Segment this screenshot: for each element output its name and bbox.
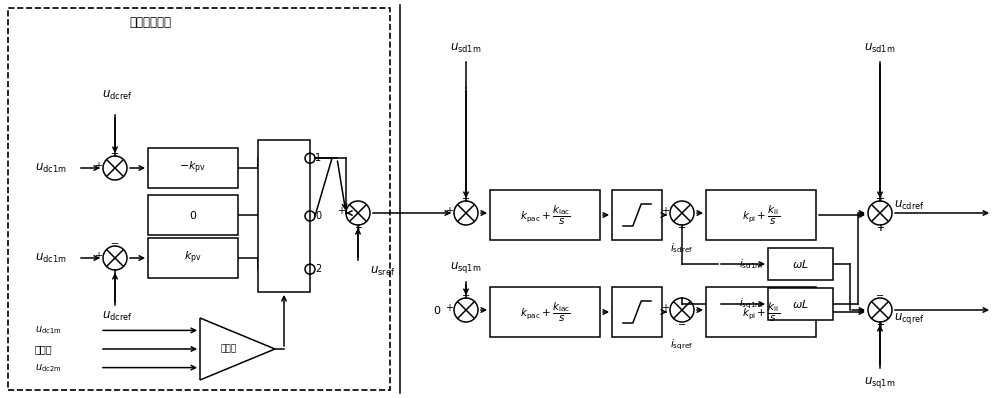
Text: +: + [445,303,453,313]
Text: 虚拟调制控制: 虚拟调制控制 [129,16,171,29]
FancyBboxPatch shape [612,190,662,240]
Text: 1: 1 [315,153,321,163]
FancyBboxPatch shape [490,287,600,337]
Text: $k_{\mathrm{pv}}$: $k_{\mathrm{pv}}$ [184,250,202,266]
Text: +: + [876,223,884,233]
FancyBboxPatch shape [258,140,310,292]
Text: +: + [337,206,345,216]
Text: $u_{\mathrm{sq1m}}$: $u_{\mathrm{sq1m}}$ [450,260,482,275]
FancyBboxPatch shape [148,238,238,278]
Text: −: − [876,291,884,301]
Text: −: − [678,223,686,233]
Text: 2: 2 [315,264,321,274]
FancyBboxPatch shape [490,190,600,240]
Text: $-k_{\mathrm{pv}}$: $-k_{\mathrm{pv}}$ [179,160,207,176]
Text: $u_{\mathrm{dc2m}}$: $u_{\mathrm{dc2m}}$ [35,362,62,373]
Text: +: + [876,320,884,330]
Text: $u_{\mathrm{dcref}}$: $u_{\mathrm{dcref}}$ [102,310,132,323]
FancyBboxPatch shape [706,287,816,337]
Text: $u_{\mathrm{sref}}$: $u_{\mathrm{sref}}$ [370,265,395,278]
Text: −: − [462,291,470,301]
Text: $u_{\mathrm{dcref}}$: $u_{\mathrm{dcref}}$ [102,89,132,102]
Text: −: − [876,194,884,204]
Text: $0$: $0$ [433,304,441,316]
Text: 上限值: 上限值 [35,344,53,354]
FancyBboxPatch shape [706,190,816,240]
FancyBboxPatch shape [612,287,662,337]
Text: $i_{\mathrm{sdref}}$: $i_{\mathrm{sdref}}$ [670,241,694,255]
Text: +: + [876,223,884,233]
Text: +: + [876,320,884,330]
Text: +: + [354,223,362,233]
Text: $u_{\mathrm{sd1m}}$: $u_{\mathrm{sd1m}}$ [450,42,482,55]
FancyBboxPatch shape [148,148,238,188]
Text: $u_{\mathrm{sd1m}}$: $u_{\mathrm{sd1m}}$ [864,42,896,55]
Text: $u_{\mathrm{dc1m}}$: $u_{\mathrm{dc1m}}$ [35,324,62,336]
Text: $k_{\mathrm{pi}}+\dfrac{k_{\mathrm{ii}}}{s}$: $k_{\mathrm{pi}}+\dfrac{k_{\mathrm{ii}}}… [742,203,780,226]
Text: $u_{\mathrm{dc1m}}$: $u_{\mathrm{dc1m}}$ [35,162,67,175]
FancyBboxPatch shape [768,288,833,320]
Text: $i_{\mathrm{sqref}}$: $i_{\mathrm{sqref}}$ [670,338,694,352]
FancyBboxPatch shape [148,195,238,235]
Text: $i_{\mathrm{sq1m}}$: $i_{\mathrm{sq1m}}$ [739,297,763,311]
Text: −: − [678,320,686,330]
Text: −: − [111,149,119,159]
Text: 比较器: 比较器 [220,345,237,353]
Text: $k_{\mathrm{pac}}+\dfrac{k_{\mathrm{iac}}}{s}$: $k_{\mathrm{pac}}+\dfrac{k_{\mathrm{iac}… [520,203,570,226]
Text: +: + [876,194,884,204]
Text: $0$: $0$ [189,209,197,221]
FancyBboxPatch shape [768,248,833,280]
Text: $k_{\mathrm{pi}}+\dfrac{k_{\mathrm{ii}}}{s}$: $k_{\mathrm{pi}}+\dfrac{k_{\mathrm{ii}}}… [742,300,780,324]
Text: $u_{\mathrm{cdref}}$: $u_{\mathrm{cdref}}$ [894,199,925,212]
Text: −: − [462,194,470,204]
Text: +: + [661,206,669,216]
Text: $u_{\mathrm{dc1m}}$: $u_{\mathrm{dc1m}}$ [35,252,67,265]
Text: +: + [94,161,102,171]
Text: −: − [111,239,119,249]
Text: $\omega L$: $\omega L$ [792,298,809,310]
Text: $k_{\mathrm{pac}}+\dfrac{k_{\mathrm{iac}}}{s}$: $k_{\mathrm{pac}}+\dfrac{k_{\mathrm{iac}… [520,300,570,324]
Text: $u_{\mathrm{cqref}}$: $u_{\mathrm{cqref}}$ [894,310,925,326]
Text: +: + [661,303,669,313]
Text: +: + [94,251,102,261]
Text: +: + [445,206,453,216]
Text: $\omega L$: $\omega L$ [792,258,809,270]
Text: $u_{\mathrm{sq1m}}$: $u_{\mathrm{sq1m}}$ [864,375,896,390]
Text: $i_{\mathrm{sd1m}}$: $i_{\mathrm{sd1m}}$ [739,257,763,271]
Text: 0: 0 [315,211,321,221]
